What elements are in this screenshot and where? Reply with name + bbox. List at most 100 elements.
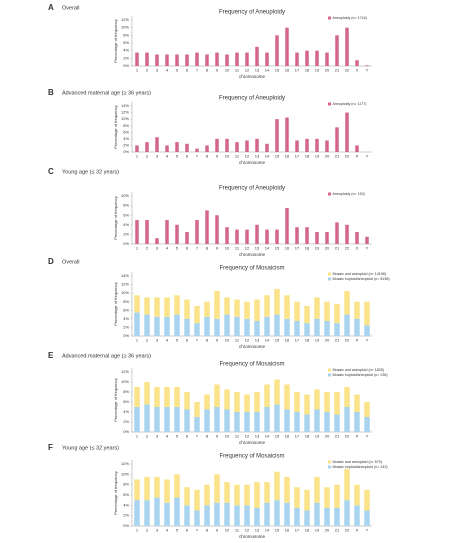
bar-segment [254,392,260,412]
bar-segment [354,394,360,412]
bar-segment [264,482,270,503]
y-tick-label: 8% [123,123,129,128]
x-tick-label: 11 [235,434,240,439]
y-axis-label: Percentage of frequency [113,471,118,515]
bar [315,232,319,244]
x-tick-label: 2 [146,338,149,343]
bar-segment [274,379,280,405]
bar-segment [364,325,370,336]
bar-segment [184,409,190,432]
y-tick-label: 0% [123,63,129,68]
x-tick-label: 22 [345,154,350,159]
x-tick-label: 20 [325,338,330,343]
y-tick-label: 2% [123,419,129,424]
panel-label: D [48,257,54,266]
x-tick-label: 13 [255,68,260,73]
bar-segment [164,407,170,432]
x-tick-label: 22 [345,434,350,439]
legend-label: Mosaic and aneuploid (n= 579) [333,460,382,464]
x-tick-label: 14 [265,434,270,439]
bar-segment [194,510,200,526]
chart-title: Frequency of Mosaicism [219,266,284,272]
y-tick-label: 12% [121,17,129,22]
bar-segment [294,392,300,412]
y-tick-label: 4% [123,409,129,414]
bar-segment [214,502,220,526]
bar-segment [204,505,210,526]
bar-segment [184,299,190,319]
bar-segment [364,489,370,511]
x-tick-label: 8 [206,154,209,159]
x-tick-label: 11 [235,246,240,251]
bar-segment [274,500,280,526]
bar [215,215,219,244]
bar-segment [264,407,270,432]
y-tick-label: 2% [123,231,129,236]
bar [355,145,359,152]
y-tick-label: 10% [121,116,129,121]
bar [335,35,339,66]
bar-segment [324,487,330,508]
bar-segment [344,387,350,407]
y-tick-label: 4% [123,136,129,141]
x-tick-label: X [356,434,359,439]
x-tick-label: 11 [235,338,240,343]
bar [335,127,339,152]
y-tick-label: 10% [121,290,129,295]
bar [345,224,349,244]
bar-segment [184,505,190,526]
bar-segment [344,469,350,501]
bar [175,54,179,66]
x-tick-label: 9 [216,528,219,533]
bar-segment [174,295,180,315]
bar-segment [354,412,360,432]
x-tick-label: X [356,528,359,533]
bar-segment [154,387,160,407]
bar [335,222,339,244]
x-tick-label: 20 [325,528,330,533]
bar-segment [134,312,140,336]
x-tick-label: 17 [295,528,300,533]
x-tick-label: 14 [265,68,270,73]
bar-segment [324,321,330,336]
bar-segment [224,314,230,336]
x-tick-label: 8 [206,338,209,343]
bar [275,35,279,66]
bar-segment [234,505,240,526]
x-tick-label: 11 [235,528,240,533]
bar [305,50,309,66]
y-tick-label: 10% [121,379,129,384]
y-tick-label: 10% [121,193,129,198]
bar-segment [234,392,240,412]
x-tick-label: 16 [285,246,290,251]
bar [285,117,289,152]
bar-segment [284,295,290,319]
legend-label: Aneuploidy (n= 1177) [333,102,367,106]
x-tick-label: 12 [245,154,250,159]
bar-segment [304,306,310,324]
x-axis-label: chromosome [239,160,266,165]
bar-segment [224,502,230,526]
bar-segment [354,301,360,319]
panel-subtitle: Advanced maternal age (≥ 36 years) [62,353,151,359]
bar [235,142,239,152]
x-tick-label: 13 [255,434,260,439]
bar-segment [134,387,140,407]
x-tick-label: 15 [275,68,280,73]
bar [265,229,269,244]
bar-segment [164,479,170,503]
x-tick-label: 2 [146,434,149,439]
bar-segment [294,487,300,508]
y-tick-label: 12% [121,110,129,115]
bar [315,50,319,66]
x-tick-label: Y [366,338,369,343]
bar [135,145,139,152]
bar-segment [294,507,300,526]
x-tick-label: 1 [136,528,139,533]
x-tick-label: 19 [315,338,320,343]
bar-segment [184,392,190,410]
bar-segment [304,489,310,511]
x-tick-label: 18 [305,528,310,533]
bar [235,229,239,244]
x-tick-label: 21 [335,246,340,251]
